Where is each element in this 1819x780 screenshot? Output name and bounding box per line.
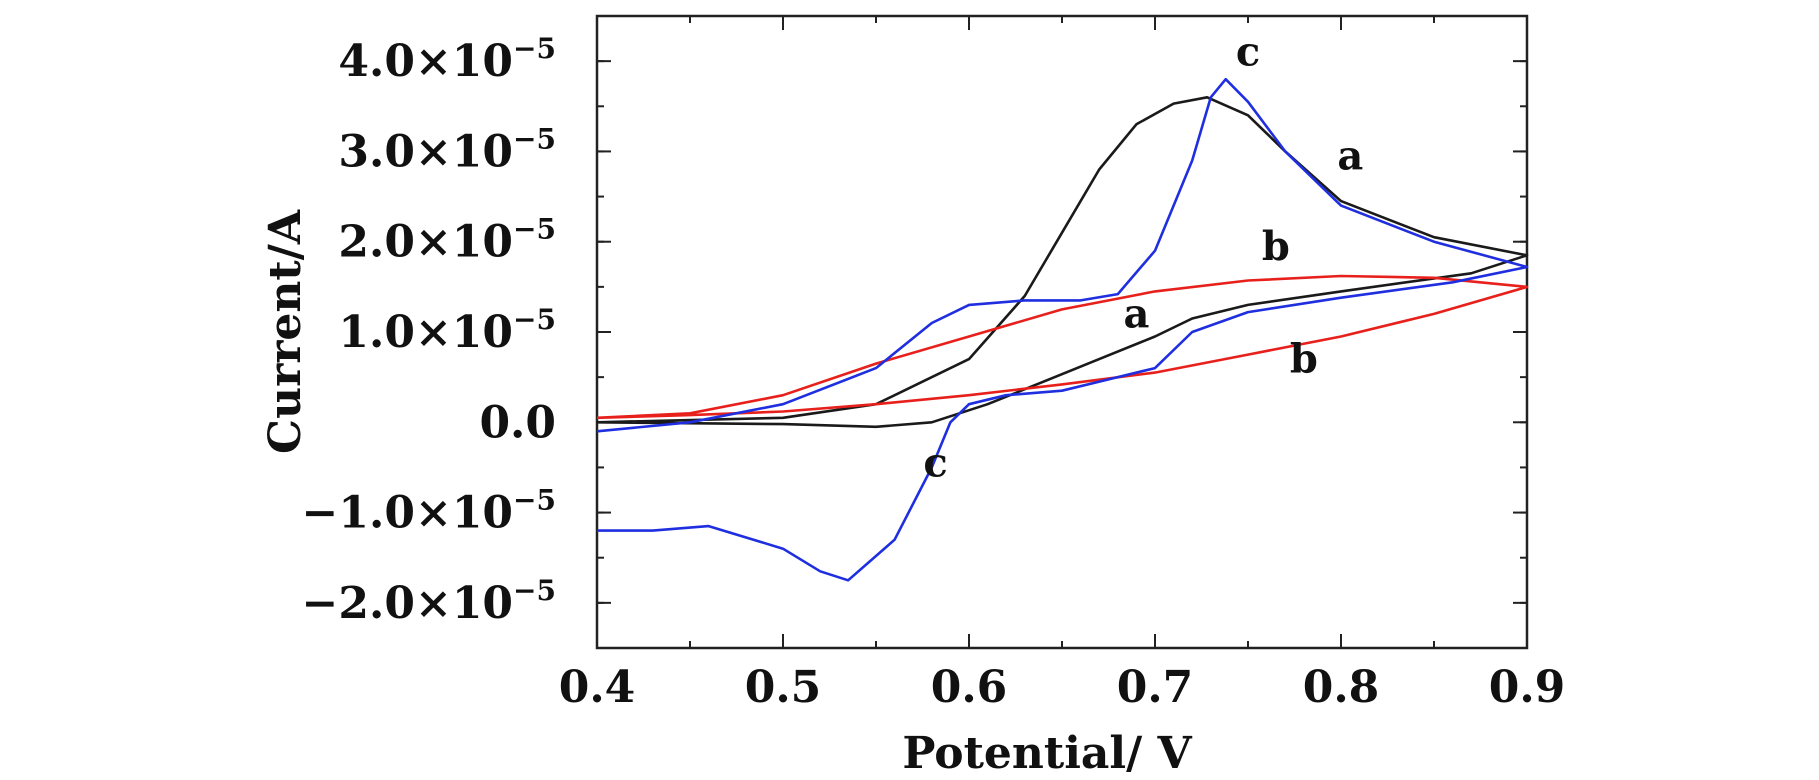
- y-tick-label: 4.0×10−5: [338, 32, 556, 87]
- x-axis-title: Potential/ V: [902, 728, 1192, 779]
- x-tick-label: 0.6: [931, 662, 1008, 713]
- curve-label-a: a: [1123, 290, 1149, 337]
- y-tick-exponent: −5: [513, 303, 556, 336]
- y-tick-mantissa: 1.0×10: [338, 307, 513, 358]
- y-tick-exponent: −5: [513, 484, 556, 517]
- curve-label-b: b: [1262, 223, 1290, 270]
- x-tick-labels: 0.4 0.5 0.6 0.7 0.8 0.9: [559, 662, 1566, 713]
- x-tick-label: 0.7: [1117, 662, 1194, 713]
- y-tick-mantissa: 4.0×10: [338, 36, 513, 87]
- curve-label-a: a: [1337, 132, 1363, 179]
- y-tick-mantissa: −1.0×10: [302, 488, 514, 539]
- x-tick-label: 0.5: [745, 662, 822, 713]
- series-line-c: [596, 77, 1529, 582]
- y-tick-exponent: −5: [513, 574, 556, 607]
- y-tick-exponent: −5: [513, 32, 556, 65]
- y-tick-labels: 4.0×10−53.0×10−52.0×10−51.0×10−50.0−1.0×…: [302, 32, 556, 629]
- y-tick-exponent: −5: [513, 213, 556, 246]
- y-tick-exponent: −5: [513, 122, 556, 155]
- y-tick-label: 0.0: [479, 397, 556, 448]
- y-tick-label: −1.0×10−5: [302, 484, 556, 539]
- y-tick-mantissa: 3.0×10: [338, 126, 513, 177]
- x-tick-label: 0.8: [1303, 662, 1380, 713]
- curve-label-b: b: [1290, 336, 1318, 383]
- plot-area: [595, 14, 1529, 650]
- series-line-b: [596, 274, 1529, 420]
- y-tick-label: 3.0×10−5: [338, 122, 556, 177]
- y-tick-mantissa: −2.0×10: [302, 578, 514, 629]
- series-layer: [596, 77, 1529, 582]
- y-tick-label: −2.0×10−5: [302, 574, 556, 629]
- y-tick-label: 1.0×10−5: [338, 303, 556, 358]
- x-tick-label: 0.9: [1489, 662, 1566, 713]
- series-line-a: [596, 96, 1529, 429]
- curve-label-c: c: [923, 439, 947, 486]
- y-tick-mantissa: 2.0×10: [338, 217, 513, 268]
- y-axis-title: Current/A: [260, 209, 311, 454]
- y-tick-label: 2.0×10−5: [338, 213, 556, 268]
- x-tick-label: 0.4: [559, 662, 636, 713]
- curve-label-c: c: [1236, 29, 1260, 76]
